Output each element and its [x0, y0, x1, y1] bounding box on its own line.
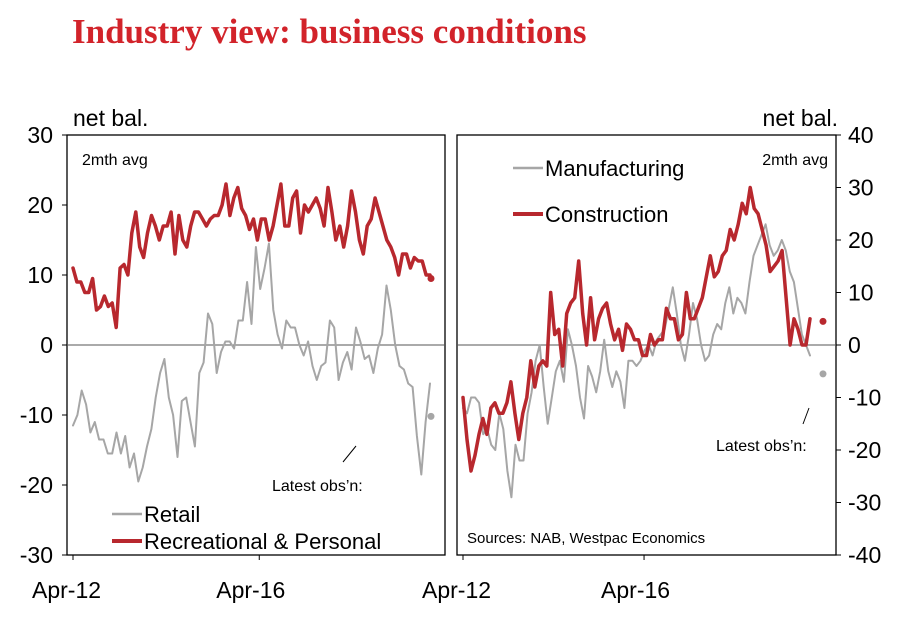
- left-latest-obs-label: Latest obs’n:: [272, 478, 363, 495]
- x-tick-label: Apr-12: [422, 577, 491, 603]
- y-tick-label: -30: [848, 490, 881, 516]
- y-tick-label: -30: [20, 542, 53, 568]
- y-tick-label: 10: [848, 280, 874, 306]
- y-tick-label: 40: [848, 122, 874, 148]
- left-latest-obs-pointer: [342, 445, 357, 463]
- y-tick-label: 30: [27, 122, 53, 148]
- y-tick-label: -20: [848, 437, 881, 463]
- latest-point-recreational-personal: [427, 275, 435, 282]
- y-tick-label: 20: [27, 192, 53, 218]
- y-tick-label: -40: [848, 542, 881, 568]
- right-unit-label: net bal.: [763, 105, 838, 131]
- series-line-construction: [461, 185, 812, 473]
- y-tick-label: -10: [848, 385, 881, 411]
- x-tick-label: Apr-16: [216, 577, 285, 603]
- latest-point-construction: [819, 317, 827, 325]
- right-avg-annotation: 2mth avg: [762, 152, 828, 169]
- y-tick-label: 10: [27, 262, 53, 288]
- latest-point-manufacturing: [819, 370, 827, 378]
- legend-recreational-label: Recreational & Personal: [144, 529, 381, 554]
- x-tick-label: Apr-12: [32, 577, 101, 603]
- y-tick-label: 0: [40, 332, 53, 358]
- x-tick-label: Apr-16: [601, 577, 670, 603]
- legend-manufacturing-label: Manufacturing: [545, 156, 684, 181]
- right-latest-obs-label: Latest obs’n:: [716, 438, 807, 455]
- latest-point-retail: [427, 412, 435, 420]
- right-latest-obs-pointer: [802, 407, 810, 425]
- y-tick-label: 30: [848, 175, 874, 201]
- y-tick-label: 0: [848, 332, 861, 358]
- chart-title: Industry view: business conditions: [72, 12, 587, 51]
- legend-construction-label: Construction: [545, 202, 669, 227]
- y-tick-label: -20: [20, 472, 53, 498]
- y-tick-label: -10: [20, 402, 53, 428]
- series-line-recreational-personal: [71, 182, 432, 330]
- series-line-retail: [72, 242, 431, 483]
- left-unit-label: net bal.: [73, 105, 148, 131]
- series-line-manufacturing: [462, 223, 811, 499]
- y-tick-label: 20: [848, 227, 874, 253]
- left-avg-annotation: 2mth avg: [82, 152, 148, 169]
- source-note: Sources: NAB, Westpac Economics: [467, 530, 705, 547]
- legend-retail-label: Retail: [144, 502, 200, 527]
